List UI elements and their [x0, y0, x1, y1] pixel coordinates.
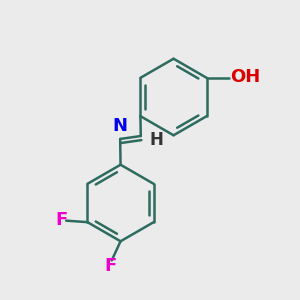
Text: F: F — [104, 257, 116, 275]
Text: F: F — [56, 211, 68, 229]
Text: N: N — [113, 117, 128, 135]
Text: H: H — [149, 130, 163, 148]
Text: OH: OH — [230, 68, 260, 86]
